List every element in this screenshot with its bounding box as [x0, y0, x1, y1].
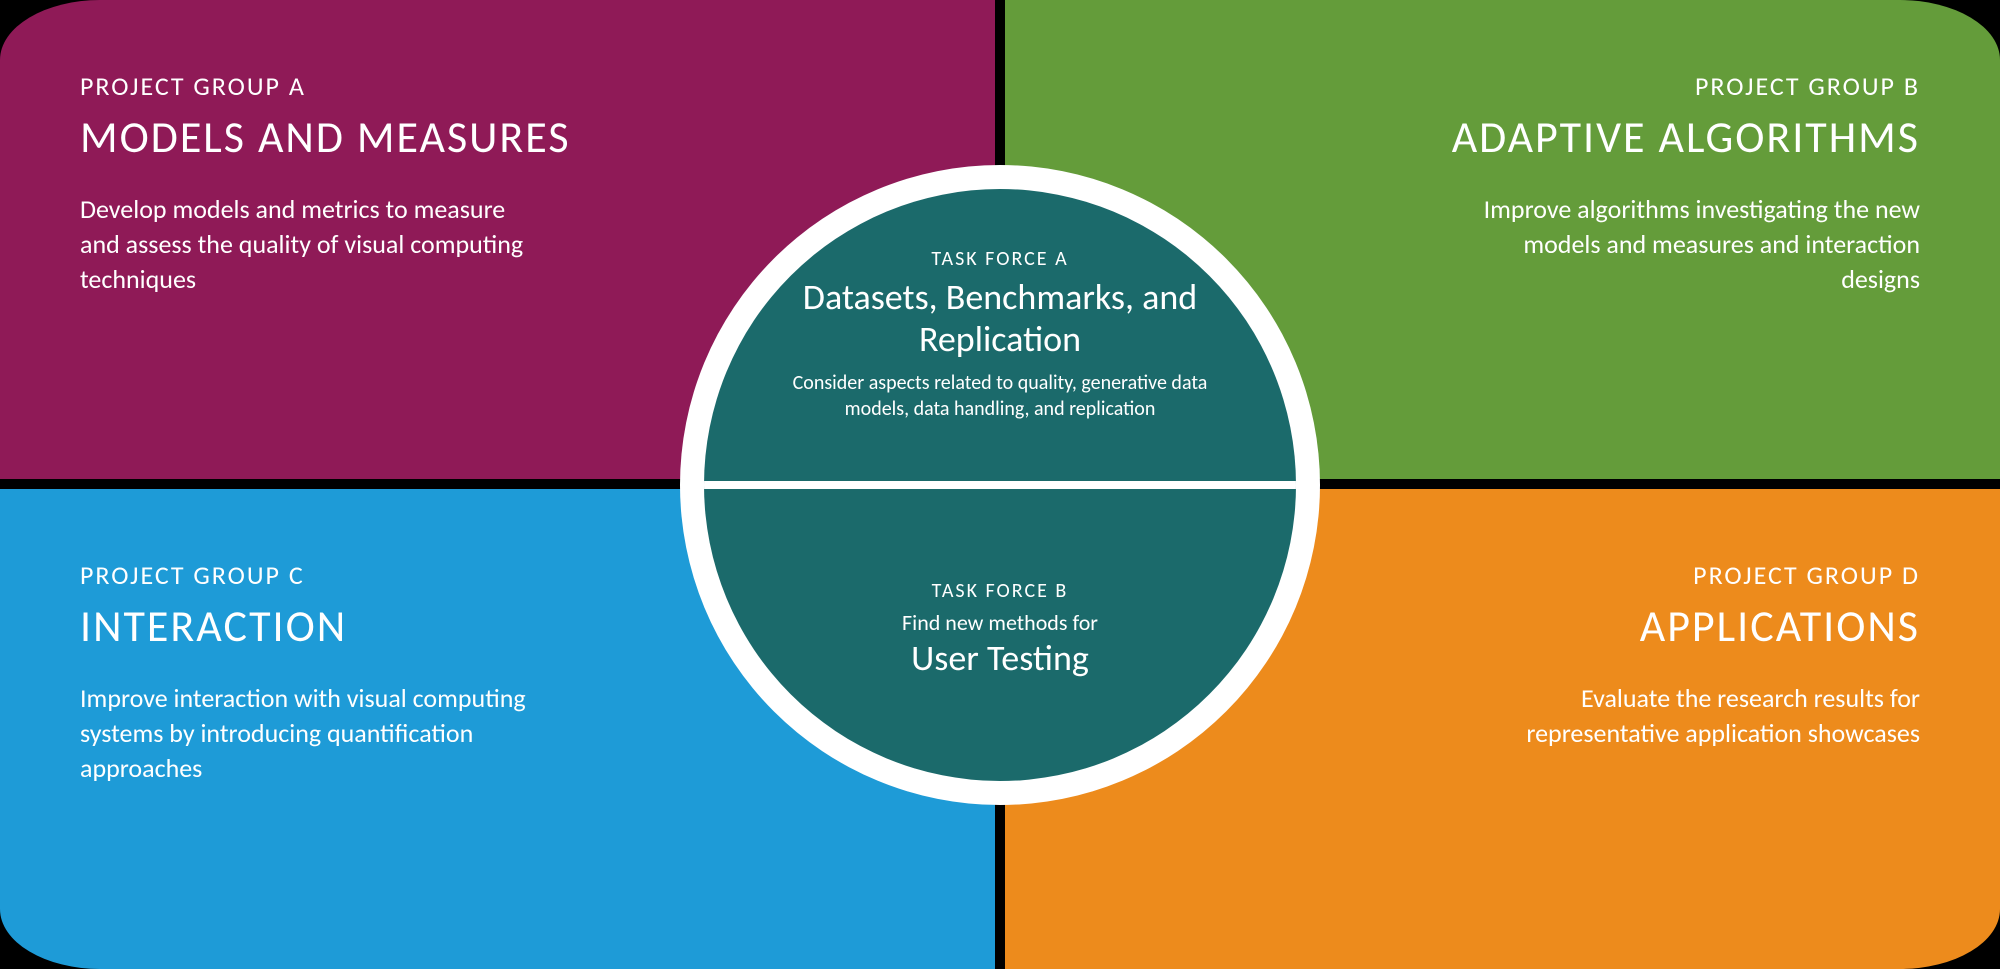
group-b-desc: Improve algorithms investigating the new… — [1470, 192, 1920, 297]
group-b-title: ADAPTIVE ALGORITHMS — [1085, 110, 1920, 164]
taskforce-b-pre: Find new methods for — [902, 609, 1098, 636]
group-c-desc: Improve interaction with visual computin… — [80, 681, 530, 786]
taskforce-b-label: TASK FORCE B — [932, 579, 1069, 603]
center-circle: TASK FORCE A Datasets, Benchmarks, and R… — [680, 165, 1320, 805]
taskforce-b-title: User Testing — [911, 638, 1089, 679]
group-a-title: MODELS AND MEASURES — [80, 110, 915, 164]
group-a-label: PROJECT GROUP A — [80, 70, 915, 102]
infographic-stage: PROJECT GROUP A MODELS AND MEASURES Deve… — [0, 0, 2000, 969]
group-d-desc: Evaluate the research results for repres… — [1470, 681, 1920, 751]
group-b-label: PROJECT GROUP B — [1085, 70, 1920, 102]
taskforce-a-desc: Consider aspects related to quality, gen… — [760, 370, 1240, 422]
group-a-desc: Develop models and metrics to measure an… — [80, 192, 530, 297]
taskforce-a-label: TASK FORCE A — [931, 247, 1068, 271]
taskforce-a-title: Datasets, Benchmarks, and Replication — [744, 277, 1256, 360]
center-circle-inner: TASK FORCE A Datasets, Benchmarks, and R… — [704, 189, 1296, 781]
